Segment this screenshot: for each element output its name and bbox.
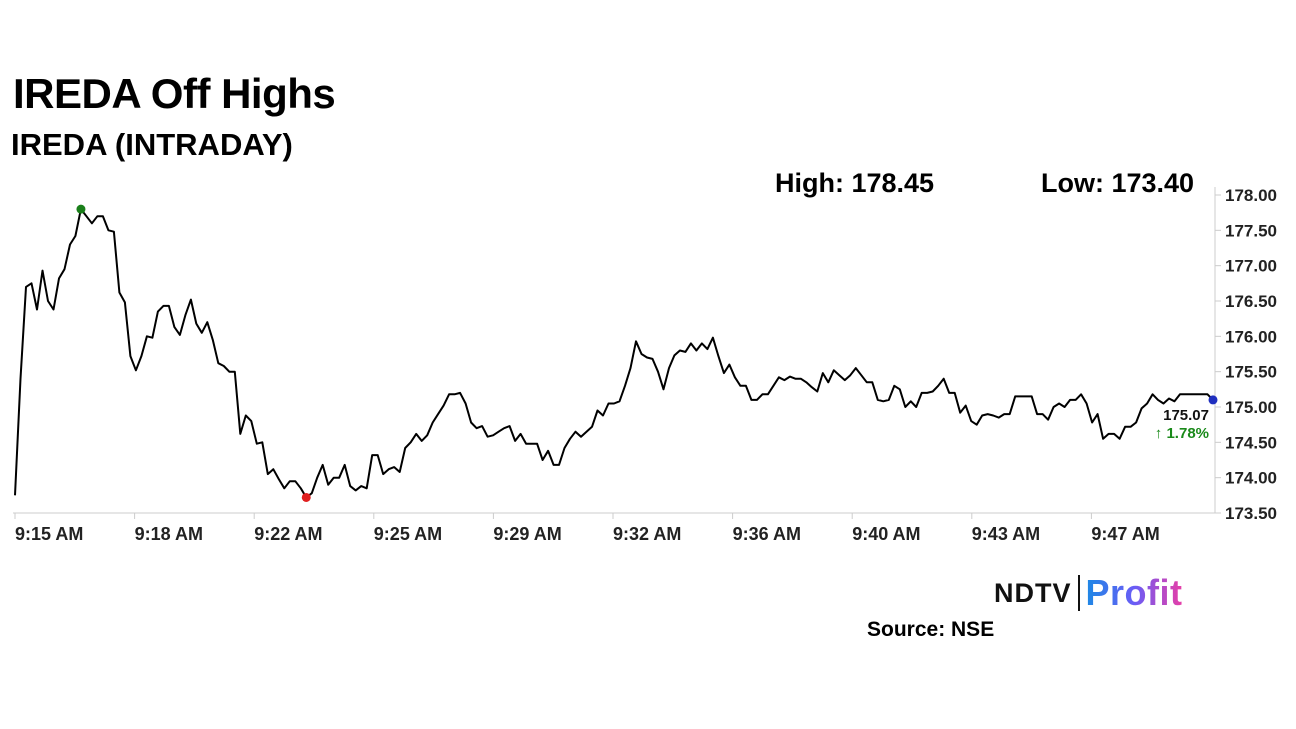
brand-ndtv-text: NDTV	[994, 577, 1072, 608]
y-tick-label: 176.00	[1225, 327, 1277, 346]
x-tick-label: 9:25 AM	[374, 524, 442, 544]
x-tick-label: 9:22 AM	[254, 524, 322, 544]
x-tick-label: 9:18 AM	[135, 524, 203, 544]
y-tick-label: 178.00	[1225, 186, 1277, 205]
last-price-marker	[1208, 395, 1218, 405]
last-price-label: 175.07	[1163, 407, 1209, 424]
x-tick-label: 9:32 AM	[613, 524, 681, 544]
brand-divider	[1077, 575, 1080, 611]
price-series-line	[14, 208, 1214, 499]
x-tick-label: 9:15 AM	[15, 524, 83, 544]
day-low-label: Low: 173.40	[1041, 168, 1195, 198]
x-tick-label: 9:47 AM	[1091, 524, 1159, 544]
y-tick-label: 175.50	[1225, 363, 1277, 382]
day-high-label: High: 178.45	[775, 168, 935, 198]
x-tick-label: 9:43 AM	[972, 524, 1040, 544]
brand-profit-text: Profit	[1085, 572, 1183, 613]
chart-title: IREDA Off Highs	[13, 70, 336, 117]
change-percent-label: ↑ 1.78%	[1155, 425, 1209, 442]
y-tick-label: 175.00	[1225, 398, 1277, 417]
day-low-marker	[301, 492, 311, 502]
day-high-marker	[76, 204, 86, 214]
y-tick-label: 174.00	[1225, 469, 1277, 488]
x-tick-label: 9:29 AM	[493, 524, 561, 544]
ndtv-profit-logo: NDTV Profit	[994, 572, 1183, 613]
y-tick-label: 176.50	[1225, 292, 1277, 311]
y-tick-label: 177.50	[1225, 221, 1277, 240]
x-tick-label: 9:36 AM	[733, 524, 801, 544]
y-tick-label: 177.00	[1225, 257, 1277, 276]
source-note: Source: NSE	[867, 618, 995, 641]
chart-subtitle: IREDA (INTRADAY)	[11, 127, 293, 162]
y-tick-label: 173.50	[1225, 504, 1277, 523]
x-tick-label: 9:40 AM	[852, 524, 920, 544]
y-tick-label: 174.50	[1225, 433, 1277, 452]
